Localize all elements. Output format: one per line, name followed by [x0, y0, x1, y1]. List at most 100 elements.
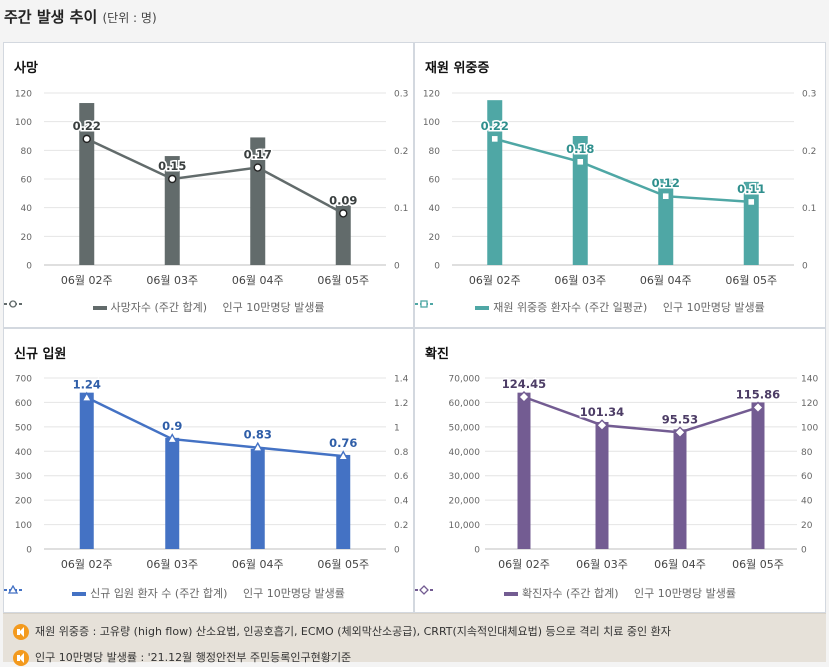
chart-title: 확진	[425, 347, 449, 362]
chart-legend: 사망자수 (주간 합계) 인구 10만명당 발생률	[4, 299, 413, 315]
y-left-tick-label: 40	[429, 204, 441, 214]
y-left-tick-label: 60	[429, 176, 441, 186]
bar	[250, 448, 265, 549]
data-label: 0.76	[329, 436, 357, 450]
line-point-marker	[81, 391, 93, 402]
legend-bar-swatch	[475, 306, 490, 310]
legend-line-label: 인구 10만명당 발생률	[242, 587, 345, 600]
x-tick-label: 06월 03주	[146, 274, 198, 287]
data-label: 0.22	[481, 119, 509, 133]
legend-bar-label: 확진자수 (주간 합계)	[522, 587, 619, 600]
y-left-tick-label: 60	[21, 176, 33, 186]
bar	[336, 454, 351, 549]
y-left-tick-label: 300	[15, 472, 32, 482]
legend-bar-label: 재원 위중증 환자수 (주간 일평균)	[493, 301, 648, 314]
chart-panel-deaths: 사망 0 20 40 60 80 100 120 0 0.1 0.2 0.3 06월 02주 06월 0…	[3, 42, 414, 328]
legend-item-line: 인구 10만명당 발생률	[415, 299, 765, 315]
y-right-tick-label: 60	[801, 472, 813, 482]
note-item: 재원 위중증 : 고유량 (high flow) 산소요법, 인공호흡기, EC…	[13, 623, 671, 641]
data-label: 1.24	[73, 378, 101, 392]
line-point-marker	[166, 433, 178, 444]
y-right-tick-label: 0.8	[394, 448, 409, 458]
y-left-tick-label: 70,000	[449, 375, 481, 385]
y-right-tick-label: 0.6	[394, 472, 409, 482]
data-label: 124.45	[502, 377, 546, 391]
chart-title: 신규 입원	[14, 347, 67, 362]
data-label: 0.9	[162, 419, 182, 433]
chart-legend: 재원 위중증 환자수 (주간 일평균) 인구 10만명당 발생률	[415, 299, 825, 315]
y-left-tick-label: 0	[474, 546, 480, 556]
notes-box: 재원 위중증 : 고유량 (high flow) 산소요법, 인공호흡기, EC…	[3, 613, 826, 666]
legend-item-line: 인구 10만명당 발생률	[4, 585, 345, 601]
y-left-tick-label: 0	[434, 262, 440, 272]
y-left-tick-label: 10,000	[449, 521, 481, 531]
page-title: 주간 발생 추이 (단위 : 명)	[4, 6, 157, 27]
y-left-tick-label: 20	[21, 233, 33, 243]
y-left-tick-label: 80	[21, 147, 33, 157]
legend-line-label: 인구 10만명당 발생률	[662, 301, 765, 314]
x-tick-label: 06월 03주	[146, 558, 198, 571]
legend-item-line: 인구 10만명당 발생률	[4, 299, 325, 315]
x-tick-label: 06월 02주	[469, 274, 521, 287]
chart-svg-admissions: 0 100 200 300 400 500 600 700 0 0.2 0.4 0.6 0.8 1 1.2 1…	[15, 375, 409, 572]
bar	[595, 421, 609, 549]
y-right-tick-label: 0.3	[802, 90, 816, 100]
y-right-tick-label: 140	[801, 375, 818, 385]
chart-svg-critical: 0 20 40 60 80 100 120 0 0.1 0.2 0.3 06월 02주 06월 03주 0…	[423, 90, 817, 288]
legend-bar-swatch	[504, 592, 518, 596]
y-left-tick-label: 120	[423, 90, 440, 100]
data-label: 0.12	[652, 176, 680, 190]
y-right-tick-label: 0	[394, 546, 400, 556]
legend-line-label: 인구 10만명당 발생률	[634, 587, 736, 600]
y-left-tick-label: 30,000	[449, 472, 481, 482]
y-left-tick-label: 20,000	[449, 497, 481, 507]
line-point-marker	[661, 191, 670, 201]
y-right-tick-label: 120	[801, 399, 818, 409]
bar	[658, 179, 674, 265]
legend-item-bar: 재원 위중증 환자수 (주간 일평균)	[475, 299, 647, 315]
line-point-marker	[337, 450, 349, 461]
line-point-marker	[82, 134, 91, 144]
chart-panel-critical: 재원 위중증 0 20 40 60 80 100 120 0 0.1 0.2 0.3 06월 02주 0…	[414, 42, 826, 328]
note-text: 재원 위중증 : 고유량 (high flow) 산소요법, 인공호흡기, EC…	[35, 625, 671, 638]
data-label: 0.83	[244, 428, 272, 442]
x-tick-label: 06월 05주	[317, 274, 369, 287]
x-tick-label: 06월 04주	[640, 274, 692, 287]
y-right-tick-label: 0	[801, 546, 807, 556]
x-tick-label: 06월 02주	[61, 558, 113, 571]
bar	[165, 437, 180, 549]
legend-item-bar: 확진자수 (주간 합계)	[504, 585, 619, 601]
bar	[572, 136, 588, 265]
legend-line-label: 인구 10만명당 발생률	[222, 301, 325, 314]
note-item: 인구 10만명당 발생률 : '21.12월 행정안전부 주민등록인구현황기준	[13, 649, 351, 667]
y-left-tick-label: 20	[429, 233, 441, 243]
y-left-tick-label: 100	[15, 118, 32, 128]
series-line	[494, 137, 752, 204]
legend-item-bar: 사망자수 (주간 합계)	[92, 299, 208, 315]
line-point-marker	[252, 441, 264, 452]
legend-bar-label: 사망자수 (주간 합계)	[110, 301, 208, 314]
line-point-marker	[596, 419, 608, 432]
legend-bar-swatch	[72, 592, 87, 596]
line-point-marker	[674, 426, 686, 439]
y-left-tick-label: 60,000	[449, 399, 481, 409]
legend-bar-label: 신규 입원 환자 수 (주간 합계)	[90, 587, 228, 600]
x-tick-label: 06월 04주	[654, 558, 706, 571]
y-left-tick-label: 40,000	[449, 448, 481, 458]
line-point-marker	[518, 391, 530, 403]
bar	[164, 156, 180, 265]
line-point-marker	[490, 134, 499, 144]
data-label: 0.18	[566, 142, 594, 156]
data-label: 95.53	[662, 412, 698, 426]
data-label: 0.09	[329, 193, 357, 207]
y-right-tick-label: 100	[801, 423, 818, 433]
y-left-tick-label: 600	[15, 399, 32, 409]
y-right-tick-label: 0.2	[394, 147, 408, 157]
y-left-tick-label: 700	[15, 375, 32, 385]
y-left-tick-label: 80	[429, 147, 441, 157]
chart-svg-confirmed: 0 10,000 20,000 30,000 40,000 50,000 60,000 70,…	[449, 375, 819, 572]
page-unit: (단위 : 명)	[102, 11, 157, 25]
x-tick-label: 06월 05주	[732, 558, 784, 571]
data-label: 0.22	[73, 119, 101, 133]
x-tick-label: 06월 02주	[61, 274, 113, 287]
